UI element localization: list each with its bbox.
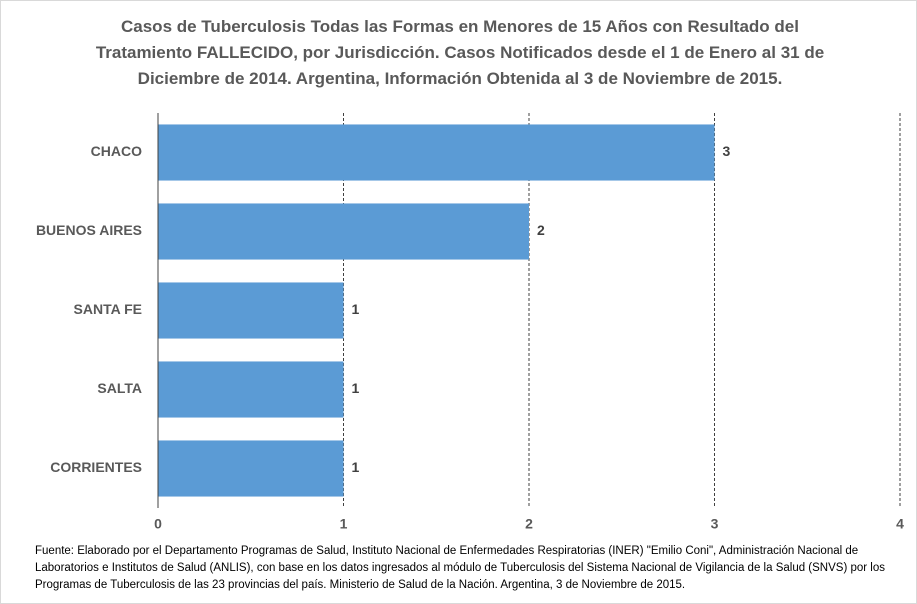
bar — [158, 440, 344, 497]
y-tick-label: CHACO — [91, 143, 142, 159]
chart-title: Casos de Tuberculosis Todas las Formas e… — [95, 17, 825, 88]
y-tick-label: SANTA FE — [74, 301, 142, 317]
y-tick-label: CORRIENTES — [50, 459, 142, 475]
x-tick-label: 2 — [525, 516, 533, 532]
x-tick-label: 4 — [896, 516, 904, 532]
bar — [158, 203, 529, 260]
bar — [158, 282, 344, 339]
y-tick-label: BUENOS AIRES — [36, 222, 142, 238]
data-label: 1 — [352, 301, 360, 317]
data-label: 1 — [352, 380, 360, 396]
data-label: 3 — [723, 143, 731, 159]
x-tick-label: 1 — [340, 516, 348, 532]
footnote: Fuente: Elaborado por el Departamento Pr… — [35, 545, 885, 591]
x-tick-label: 0 — [154, 516, 162, 532]
x-tick-label: 3 — [711, 516, 719, 532]
y-tick-label: SALTA — [97, 380, 142, 396]
bar — [158, 124, 715, 181]
data-label: 2 — [537, 222, 545, 238]
data-label: 1 — [352, 459, 360, 475]
bar — [158, 361, 344, 418]
